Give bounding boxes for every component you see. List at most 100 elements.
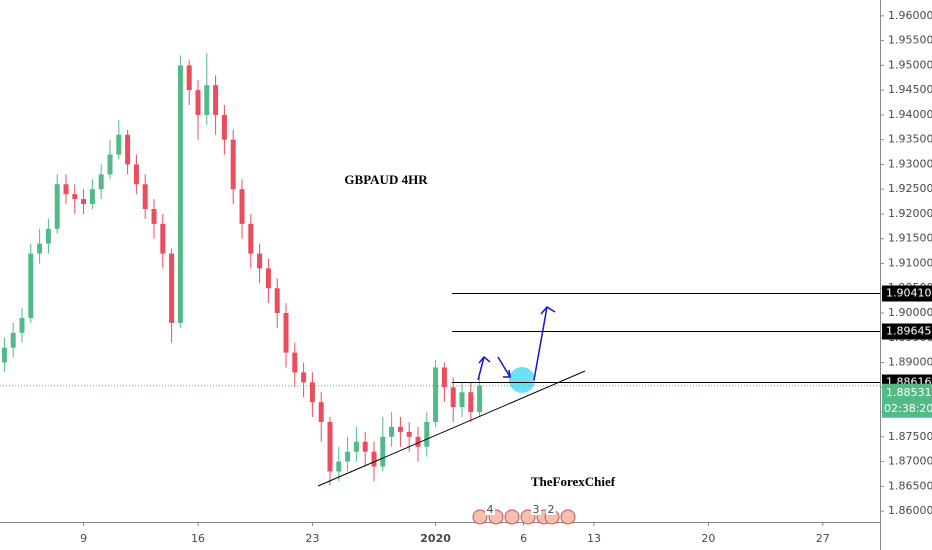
candle-body	[248, 223, 254, 254]
candle-body	[459, 392, 465, 408]
candle-body	[19, 317, 25, 333]
candle-body	[433, 367, 439, 422]
candle-body	[239, 189, 245, 224]
candle-body	[81, 199, 87, 205]
candle-body	[362, 441, 368, 452]
plot-area	[1, 52, 483, 486]
arrows	[477, 306, 556, 381]
candle-body	[389, 426, 395, 437]
last-price-box	[882, 383, 932, 418]
y-tick-label: 1.87500	[888, 430, 932, 443]
last-price-label: 1.88531	[886, 386, 932, 399]
candle-body	[230, 139, 236, 190]
y-tick-label: 1.96000	[888, 9, 932, 22]
candle-body	[336, 461, 342, 472]
candle-body	[142, 184, 148, 209]
candle-body	[441, 367, 447, 388]
x-tick-label: 27	[816, 532, 830, 545]
y-tick-label: 1.86500	[888, 479, 932, 492]
candle-body	[450, 387, 456, 408]
x-tick-label: 16	[191, 532, 205, 545]
candle-body	[292, 352, 298, 373]
event-icon	[504, 509, 520, 525]
y-tick-label: 1.92000	[888, 207, 932, 220]
candle-body	[380, 436, 386, 467]
event-count-box	[485, 505, 495, 515]
candle-body	[327, 421, 333, 472]
candle-body	[151, 208, 157, 224]
y-tick-label: 1.86000	[888, 504, 932, 517]
candle-body	[345, 451, 351, 462]
event-count-box	[531, 505, 541, 515]
y-tick-label: 1.95500	[888, 34, 932, 47]
candle-body	[318, 402, 324, 422]
level-label-box	[882, 285, 932, 302]
candle-body	[371, 451, 377, 467]
candle-body	[301, 372, 307, 383]
level-label: 1.90410	[886, 287, 932, 300]
candle-body	[98, 174, 104, 190]
candle-body	[195, 90, 201, 115]
event-icon	[472, 509, 488, 525]
y-tick-label: 1.93000	[888, 157, 932, 170]
candle-body	[63, 184, 69, 195]
candle-body	[415, 436, 421, 447]
candle-body	[177, 65, 183, 323]
y-tick-label: 1.87000	[888, 455, 932, 468]
candle-body	[477, 385, 483, 413]
candle-body	[125, 134, 131, 165]
x-tick-label: 9	[80, 532, 87, 545]
y-tick-label: 1.92500	[888, 182, 932, 195]
candle-body	[257, 253, 263, 269]
y-tick-label: 1.91000	[888, 256, 932, 269]
x-tick-label: 2020	[420, 532, 451, 545]
candle-body	[265, 268, 271, 289]
y-tick-label: 1.94000	[888, 108, 932, 121]
candle-body	[424, 421, 430, 447]
y-tick-label: 1.95000	[888, 58, 932, 71]
chart-title: GBPAUD 4HR	[344, 172, 428, 187]
event-count: 2	[548, 503, 555, 516]
candle-body	[406, 431, 412, 437]
event-count: 4	[487, 503, 494, 516]
event-icon	[560, 509, 576, 525]
candle-body	[133, 164, 139, 185]
candle-body	[89, 189, 95, 205]
y-tick-label: 1.93500	[888, 133, 932, 146]
candle-body	[221, 114, 227, 140]
y-tick-label: 1.94500	[888, 83, 932, 96]
candle-body	[397, 426, 403, 432]
zone-circle	[509, 367, 535, 393]
candle-body	[116, 134, 122, 155]
candle-body	[283, 313, 289, 353]
y-tick-label: 1.90000	[888, 306, 932, 319]
countdown: 02:38:20	[884, 402, 932, 415]
candle-body	[160, 223, 166, 254]
candle-body	[54, 184, 60, 229]
event-count-box	[546, 505, 556, 515]
candle-body	[45, 228, 51, 244]
candle-body	[1, 347, 7, 363]
x-tick-label: 23	[305, 532, 319, 545]
candle-body	[309, 382, 315, 403]
candle-body	[186, 65, 192, 91]
event-count: 3	[533, 503, 540, 516]
level-label: 1.89645	[886, 325, 932, 338]
candle-body	[28, 253, 34, 318]
x-tick-label: 13	[587, 532, 601, 545]
y-tick-label: 1.89000	[888, 356, 932, 369]
trendline	[317, 370, 586, 487]
candle-body	[107, 154, 113, 175]
candle-body	[353, 441, 359, 452]
candle-body	[169, 253, 175, 323]
candle-body	[37, 243, 43, 254]
x-tick-label: 20	[701, 532, 715, 545]
author: TheForexChief	[531, 474, 616, 489]
y-tick-label: 1.91500	[888, 232, 932, 245]
level-label-box	[882, 323, 932, 340]
candle-body	[468, 392, 474, 413]
candle-body	[213, 85, 219, 115]
candle-body	[204, 85, 210, 115]
